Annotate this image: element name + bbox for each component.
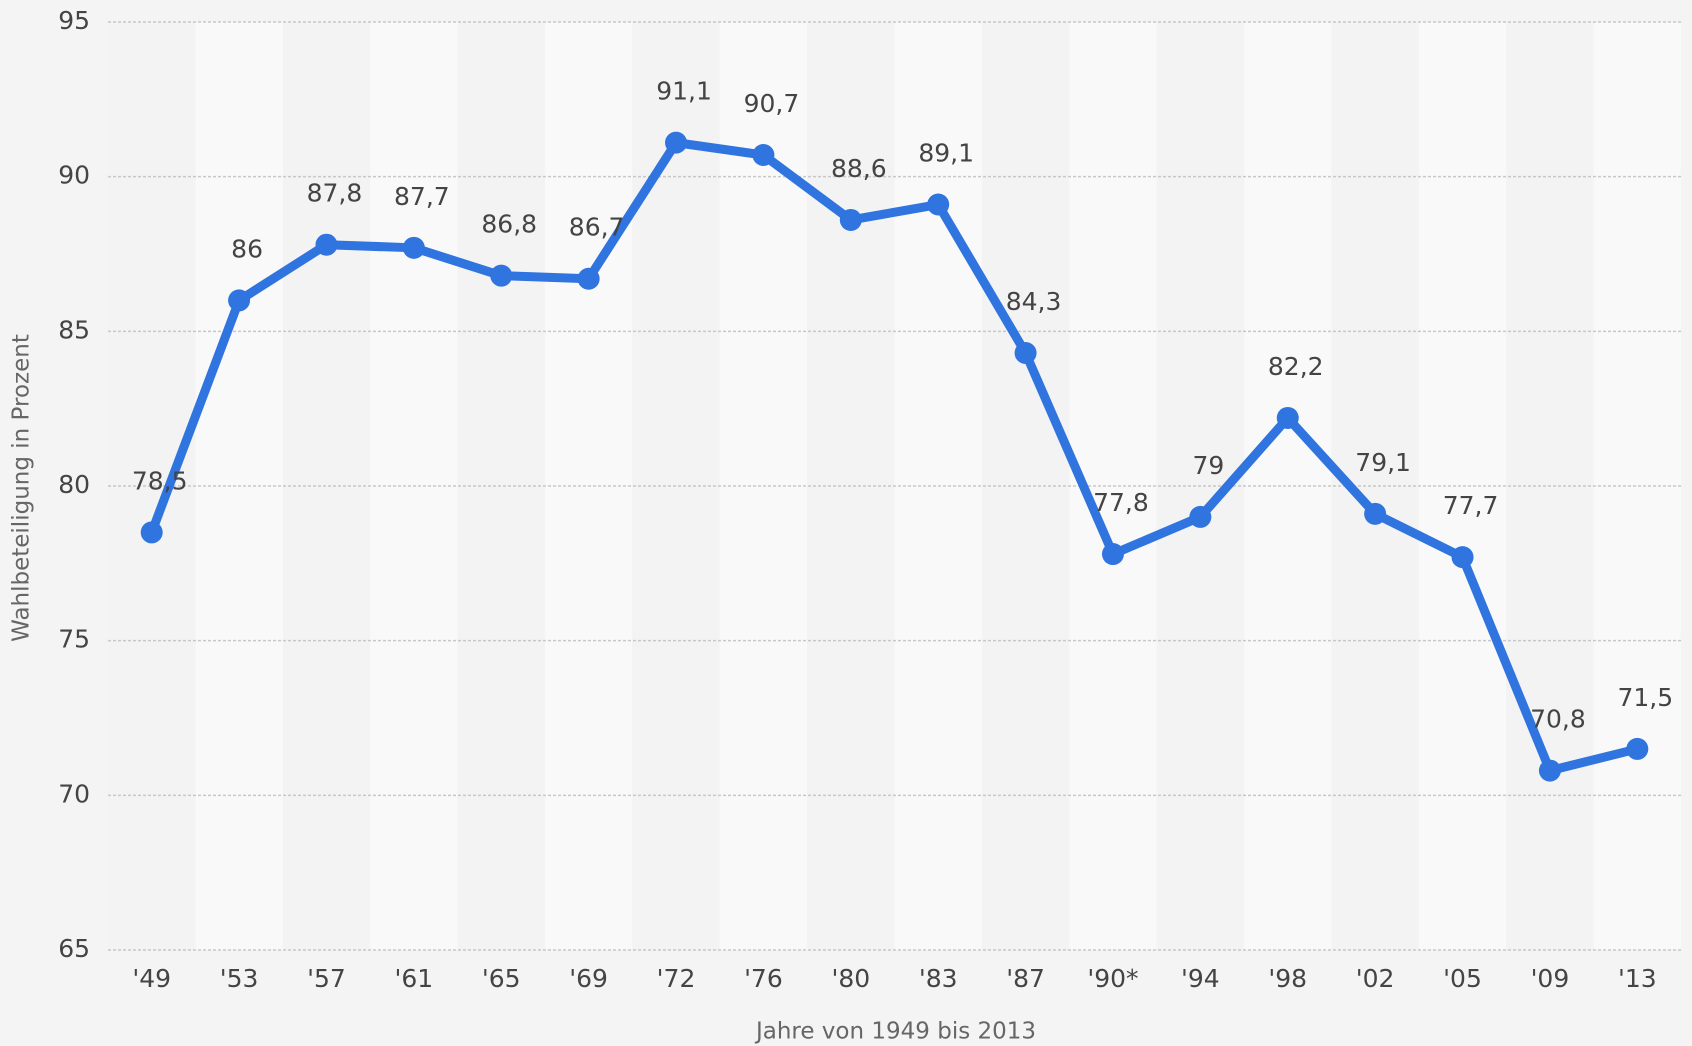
point bbox=[1626, 737, 1649, 760]
point bbox=[1276, 406, 1299, 429]
point bbox=[315, 233, 338, 256]
data-label: 86,8 bbox=[481, 210, 537, 239]
point bbox=[752, 144, 775, 167]
data-label: 87,7 bbox=[394, 182, 450, 211]
x-tick-label: '83 bbox=[919, 964, 958, 993]
point bbox=[1101, 543, 1124, 566]
x-tick-label: '72 bbox=[657, 964, 696, 993]
point bbox=[1189, 505, 1212, 528]
x-tick-label: '09 bbox=[1531, 964, 1570, 993]
x-tick-label: '87 bbox=[1006, 964, 1045, 993]
point bbox=[402, 236, 425, 259]
y-tick-label: 85 bbox=[58, 315, 90, 344]
point bbox=[839, 208, 862, 231]
y-tick-label: 70 bbox=[58, 779, 90, 808]
line bbox=[147, 138, 1639, 776]
x-tick-label: '98 bbox=[1268, 964, 1307, 993]
point bbox=[1014, 341, 1037, 364]
data-label: 79,1 bbox=[1355, 448, 1411, 477]
x-tick-label: '05 bbox=[1443, 964, 1482, 993]
y-tick-label: 80 bbox=[58, 470, 90, 499]
point bbox=[228, 289, 251, 312]
point bbox=[665, 131, 688, 154]
point bbox=[927, 193, 950, 216]
data-label: 89,1 bbox=[918, 139, 974, 168]
y-tick-label: 75 bbox=[58, 625, 90, 654]
x-tick-label: '65 bbox=[482, 964, 521, 993]
y-axis-title: Wahlbeteiligung in Prozent bbox=[9, 334, 35, 642]
point bbox=[1364, 502, 1387, 525]
data-label: 91,1 bbox=[656, 77, 712, 106]
x-tick-label: '57 bbox=[307, 964, 346, 993]
data-label: 77,8 bbox=[1093, 488, 1149, 517]
x-tick-label: '90* bbox=[1087, 964, 1138, 993]
data-label: 86 bbox=[231, 234, 263, 263]
data-label: 84,3 bbox=[1006, 287, 1062, 316]
point bbox=[140, 521, 163, 544]
data-label: 88,6 bbox=[831, 154, 887, 183]
x-tick-label: '61 bbox=[395, 964, 434, 993]
x-tick-label: '80 bbox=[831, 964, 870, 993]
x-tick-label: '49 bbox=[132, 964, 171, 993]
data-label: 90,7 bbox=[744, 89, 800, 118]
data-label: 77,7 bbox=[1443, 491, 1499, 520]
data-label: 87,8 bbox=[307, 179, 363, 208]
x-tick-label: '69 bbox=[569, 964, 608, 993]
y-tick-label: 65 bbox=[58, 934, 90, 963]
x-tick-label: '53 bbox=[220, 964, 259, 993]
y-tick-label: 95 bbox=[58, 6, 90, 35]
data-label: 79 bbox=[1192, 451, 1224, 480]
point bbox=[577, 267, 600, 290]
y-tick-label: 90 bbox=[58, 161, 90, 190]
x-tick-label: '76 bbox=[744, 964, 783, 993]
x-tick-label: '13 bbox=[1618, 964, 1657, 993]
data-label: 78,5 bbox=[132, 466, 188, 495]
data-label: 82,2 bbox=[1268, 352, 1324, 381]
data-label: 71,5 bbox=[1617, 683, 1673, 712]
x-tick-label: '02 bbox=[1356, 964, 1395, 993]
x-tick-label: '94 bbox=[1181, 964, 1220, 993]
point bbox=[490, 264, 513, 287]
point bbox=[1538, 759, 1561, 782]
point bbox=[1451, 546, 1474, 569]
data-label: 70,8 bbox=[1530, 705, 1586, 734]
column-band bbox=[1593, 22, 1681, 950]
x-axis-title: Jahre von 1949 bis 2013 bbox=[754, 1019, 1036, 1045]
data-label: 86,7 bbox=[569, 213, 625, 242]
